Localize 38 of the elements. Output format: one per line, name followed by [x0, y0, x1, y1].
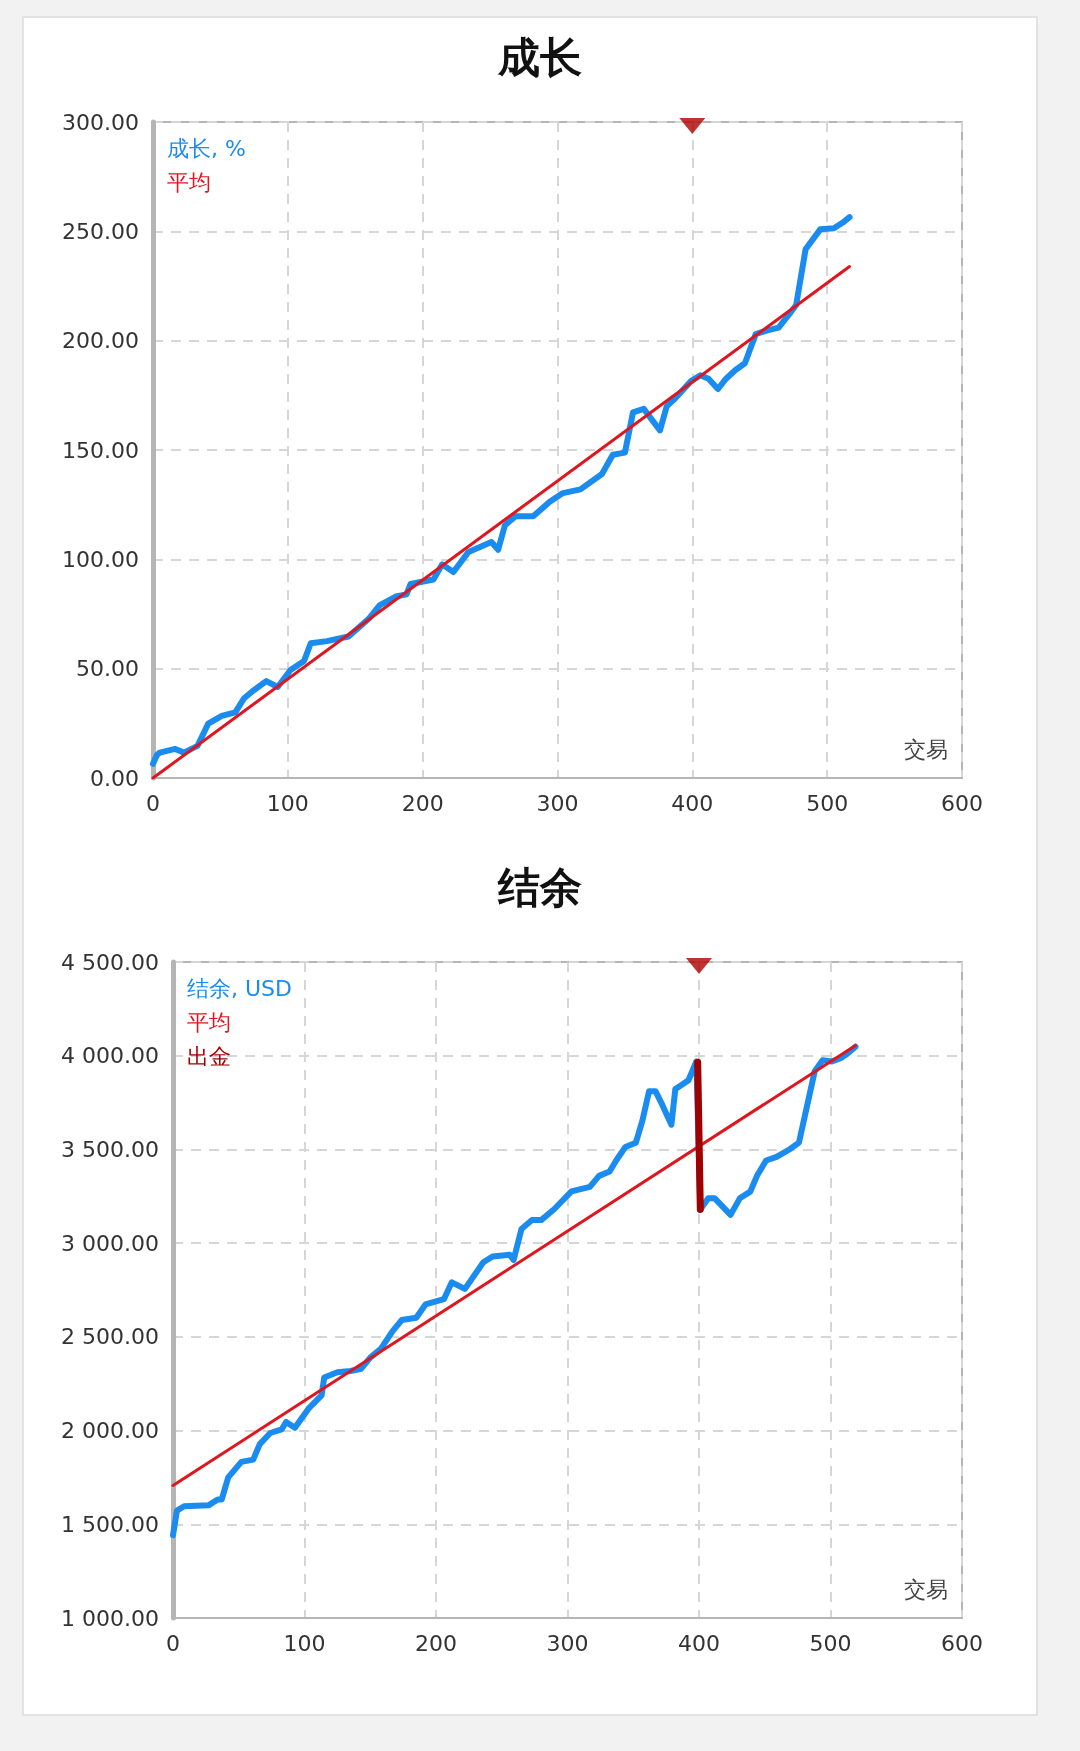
text: 平均 — [187, 1009, 231, 1035]
y-tick-label: 250.00 — [62, 218, 139, 244]
y-tick-label: 100.00 — [62, 546, 139, 572]
x-axis-title: 交易 — [904, 736, 948, 762]
text: 出金 — [187, 1043, 231, 1069]
x-tick-label: 600 — [941, 790, 983, 816]
x-tick-label: 600 — [941, 1630, 983, 1656]
x-tick-label: 200 — [401, 790, 444, 816]
y-tick-label: 1 500.00 — [61, 1511, 159, 1537]
x-tick-label: 300 — [536, 790, 579, 816]
y-tick-label: 2 000.00 — [61, 1418, 159, 1444]
x-tick-label: 200 — [415, 1630, 457, 1656]
x-tick-label: 400 — [678, 1630, 720, 1656]
x-tick-label: 500 — [806, 790, 849, 816]
chart-title: 结余 — [497, 862, 582, 912]
y-tick-label: 4 000.00 — [61, 1043, 159, 1069]
x-tick-label: 300 — [546, 1630, 589, 1656]
y-tick-label: 4 500.00 — [61, 949, 159, 975]
x-tick-label: 400 — [671, 790, 714, 816]
y-tick-label: 1 000.00 — [61, 1605, 159, 1631]
text: 平均 — [167, 169, 211, 195]
x-tick-label: 100 — [266, 790, 309, 816]
y-tick-label: 50.00 — [76, 656, 139, 682]
text: 结余, USD — [187, 975, 292, 1001]
y-tick-label: 200.00 — [62, 328, 139, 354]
y-tick-label: 300.00 — [62, 109, 139, 135]
y-tick-label: 2 500.00 — [61, 1324, 159, 1350]
x-tick-label: 0 — [166, 1630, 180, 1656]
y-tick-label: 3 000.00 — [61, 1230, 159, 1256]
x-axis-title: 交易 — [904, 1576, 948, 1602]
x-tick-label: 500 — [809, 1630, 852, 1656]
y-tick-label: 0.00 — [90, 765, 139, 791]
text: 成长, % — [167, 135, 246, 161]
x-tick-label: 0 — [146, 790, 160, 816]
y-tick-label: 3 500.00 — [61, 1136, 159, 1162]
x-tick-label: 100 — [283, 1630, 326, 1656]
chart-title: 成长 — [497, 32, 582, 82]
y-tick-label: 150.00 — [62, 437, 139, 463]
